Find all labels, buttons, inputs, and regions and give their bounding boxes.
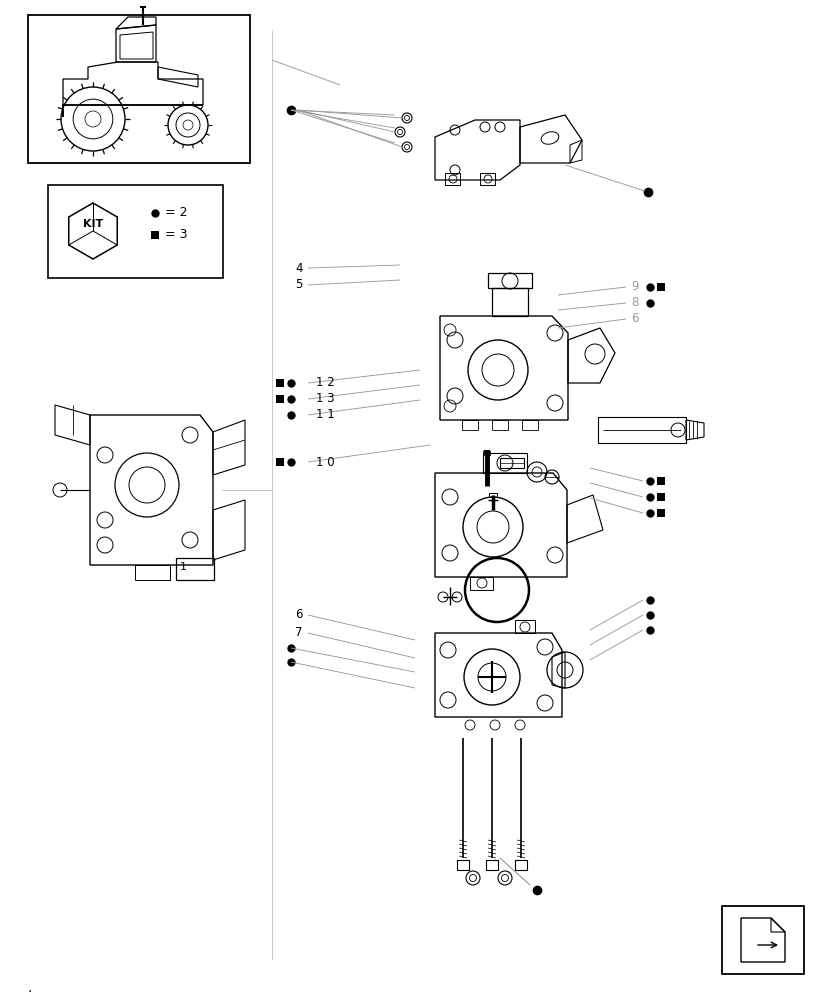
Text: 7: 7 <box>295 626 302 640</box>
Text: 1 3: 1 3 <box>316 392 335 406</box>
Text: 4: 4 <box>295 261 302 274</box>
Text: = 2: = 2 <box>165 207 188 220</box>
Text: = 3: = 3 <box>165 229 188 241</box>
Bar <box>722 906 804 974</box>
Text: 8: 8 <box>631 296 639 310</box>
Bar <box>176 558 214 580</box>
Text: 1: 1 <box>180 562 187 572</box>
Text: .: . <box>28 981 32 995</box>
Bar <box>28 15 250 163</box>
Text: 1 0: 1 0 <box>316 456 335 468</box>
Bar <box>48 185 223 278</box>
Text: 6: 6 <box>295 608 302 621</box>
Text: KIT: KIT <box>83 219 103 229</box>
Text: 5: 5 <box>295 278 302 292</box>
Text: 1 2: 1 2 <box>316 376 335 389</box>
Text: 9: 9 <box>631 280 639 294</box>
Text: 6: 6 <box>631 312 639 326</box>
Text: 1 1: 1 1 <box>316 408 335 422</box>
